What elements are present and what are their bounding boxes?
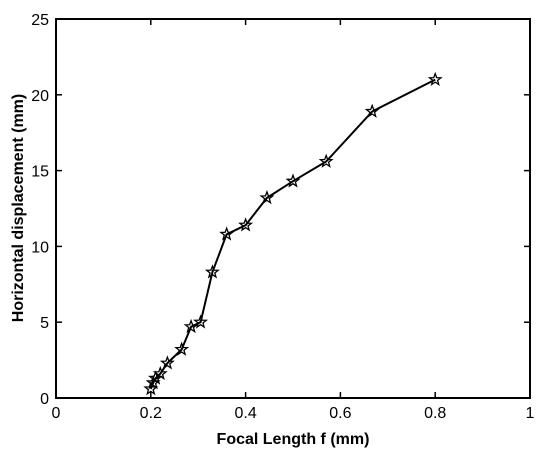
- data-point: [285, 173, 301, 188]
- data-point: [174, 341, 190, 356]
- series-markers: [143, 71, 443, 396]
- x-tick-label: 0.6: [329, 405, 351, 422]
- data-point: [152, 365, 168, 381]
- data-point: [145, 374, 161, 390]
- data-point: [159, 355, 175, 370]
- x-tick-label: 0.2: [140, 405, 162, 422]
- data-point: [364, 103, 380, 118]
- data-point: [238, 217, 254, 232]
- data-point: [259, 190, 275, 205]
- y-tick-label: 0: [40, 391, 49, 408]
- data-point: [219, 226, 235, 241]
- data-point: [183, 318, 199, 334]
- x-tick-label: 0.8: [424, 405, 446, 422]
- x-tick-label: 0.4: [234, 405, 256, 422]
- x-tick-label: 0: [52, 405, 61, 422]
- y-tick-label: 20: [31, 88, 49, 105]
- data-point: [318, 153, 334, 168]
- plot-area: [55, 18, 531, 399]
- y-axis-label: Horizontal displacement (mm): [10, 94, 27, 322]
- x-axis-label: Focal Length f (mm): [217, 431, 370, 448]
- y-tick-label: 5: [40, 315, 49, 332]
- data-point: [427, 71, 443, 87]
- y-tick-label: 25: [31, 12, 49, 29]
- y-tick-label: 10: [31, 239, 49, 256]
- x-tick-label: 1: [526, 405, 535, 422]
- data-point: [193, 314, 209, 329]
- data-point: [204, 264, 220, 279]
- y-tick-label: 15: [31, 164, 49, 181]
